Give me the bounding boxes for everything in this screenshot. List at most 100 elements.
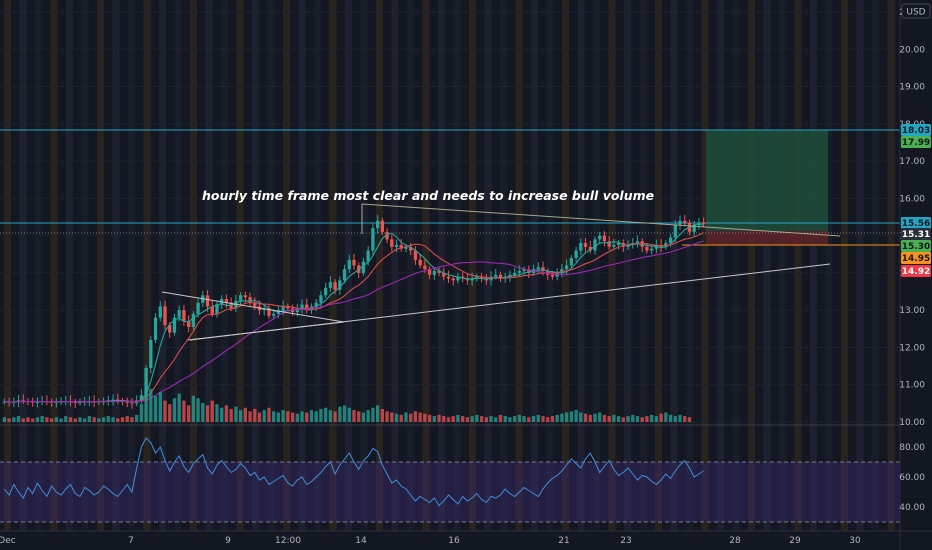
long-position-tool[interactable] xyxy=(706,130,828,245)
volume-bar xyxy=(196,398,200,422)
chart-annotation[interactable]: hourly time frame most clear and needs t… xyxy=(202,188,654,203)
candle-body xyxy=(224,299,229,303)
rsi-band-fill xyxy=(0,462,900,522)
candle-body xyxy=(191,313,196,327)
candle-body xyxy=(569,258,573,266)
candle-body xyxy=(593,239,597,251)
volume-bar xyxy=(399,414,403,422)
candle-body xyxy=(626,244,630,247)
session-band xyxy=(221,0,228,531)
candle-body xyxy=(427,269,432,275)
session-band xyxy=(624,0,631,531)
currency-label: USD xyxy=(906,8,925,18)
volume-bar xyxy=(631,414,635,422)
candle-body xyxy=(550,274,555,277)
volume-bar xyxy=(621,417,625,422)
volume-bar xyxy=(475,414,479,422)
volume-bar xyxy=(2,417,7,422)
pennant-lower-trendline[interactable] xyxy=(187,321,345,341)
candle-body xyxy=(295,308,299,313)
volume-bar xyxy=(101,417,106,422)
volume-bar xyxy=(238,410,243,422)
session-band xyxy=(267,0,275,531)
volume-bar xyxy=(158,392,162,422)
volume-bar xyxy=(668,414,673,422)
time-tick-label: 21 xyxy=(558,536,569,546)
volume-bar xyxy=(12,417,16,422)
volume-bar xyxy=(64,416,68,422)
volume-bar xyxy=(97,418,101,422)
moving-average-line xyxy=(4,223,704,403)
candle-body xyxy=(564,265,569,270)
volume-bar xyxy=(305,412,309,422)
volume-bar xyxy=(323,407,328,422)
volume-bar xyxy=(210,400,214,422)
candle-body xyxy=(371,228,375,251)
volume-bar xyxy=(607,416,611,422)
price-tick-label: 20.00 xyxy=(899,45,925,55)
volume-bar xyxy=(68,417,73,422)
time-tick-label: 14 xyxy=(355,536,367,546)
volume-bar xyxy=(664,412,668,422)
volume-bar xyxy=(588,414,592,422)
session-band xyxy=(484,0,492,531)
triangle-upper-trendline[interactable] xyxy=(361,203,841,237)
price-badge-label: 18.03 xyxy=(902,126,930,136)
pennant-upper-trendline[interactable] xyxy=(161,291,345,323)
price-badge-label: 17.99 xyxy=(902,138,930,148)
volume-bar xyxy=(31,418,35,422)
volume-bar xyxy=(446,417,451,422)
volume-bar xyxy=(390,412,394,422)
volume-bar xyxy=(650,414,654,422)
volume-bar xyxy=(503,416,507,422)
candle-body xyxy=(399,244,403,249)
volume-bar xyxy=(489,416,493,422)
candle-body xyxy=(442,272,446,277)
volume-bar xyxy=(286,411,290,422)
candle-body xyxy=(579,243,583,251)
session-band xyxy=(593,0,600,531)
volume-bar xyxy=(357,411,361,422)
price-tick-label: 17.00 xyxy=(899,157,925,167)
volume-bar xyxy=(300,411,304,422)
session-band xyxy=(732,0,740,531)
candle-body xyxy=(437,271,441,273)
volume-series xyxy=(2,384,692,422)
candle-body xyxy=(512,272,517,275)
candle-body xyxy=(139,395,144,401)
time-tick-label: 16 xyxy=(448,536,460,546)
candle-body xyxy=(253,302,257,307)
volume-bar xyxy=(342,405,347,422)
volume-bar xyxy=(409,413,413,422)
candle-body xyxy=(144,367,148,396)
candle-body xyxy=(168,325,172,333)
volume-bar xyxy=(111,417,115,422)
session-band xyxy=(128,0,135,531)
candle-body xyxy=(508,274,512,277)
session-band xyxy=(143,0,151,531)
price-badge xyxy=(901,240,931,252)
session-band xyxy=(825,0,833,531)
volume-bar xyxy=(645,416,649,422)
candle-body xyxy=(607,241,611,247)
volume-bar xyxy=(262,410,266,422)
session-band xyxy=(35,0,42,531)
time-axis-ticks[interactable]: Dec 7 9 12:00 14 16 21 23 28 29 30 xyxy=(0,536,861,546)
candle-body xyxy=(409,246,413,251)
session-band xyxy=(655,0,662,531)
session-band xyxy=(546,0,554,531)
candle-body xyxy=(668,237,673,244)
volume-bar xyxy=(229,408,233,422)
volume-bar xyxy=(527,417,531,422)
session-band xyxy=(608,0,616,531)
session-band xyxy=(283,0,290,531)
session-band xyxy=(4,0,11,531)
volume-bar xyxy=(257,412,262,422)
currency-box[interactable] xyxy=(901,3,931,19)
price-tick-label: 12.00 xyxy=(899,343,925,353)
volume-bar xyxy=(135,414,139,422)
candle-body xyxy=(215,304,219,314)
candle-body xyxy=(380,220,385,232)
